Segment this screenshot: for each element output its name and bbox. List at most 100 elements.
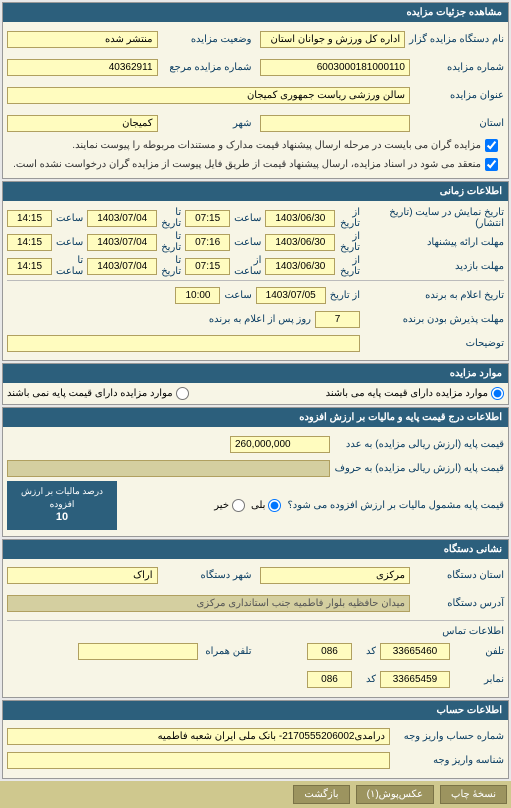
ref-no-input[interactable] bbox=[7, 59, 158, 76]
from-date-lbl-4: از تاریخ bbox=[330, 290, 360, 301]
org-label: نام دستگاه مزایده گزار bbox=[409, 34, 504, 45]
org-address-input[interactable] bbox=[7, 595, 410, 612]
mobile-label: تلفن همراه bbox=[202, 646, 252, 657]
auction-details-header: مشاهده جزئیات مزایده bbox=[3, 3, 508, 22]
to-date-lbl-1: تا تاریخ bbox=[161, 207, 181, 229]
base-price-no-text: موارد مزایده دارای قیمت پایه نمی باشند bbox=[7, 388, 173, 399]
hour-lbl-3: ساعت bbox=[234, 237, 261, 248]
submit-from-time[interactable] bbox=[185, 234, 230, 251]
base-price-yes-option[interactable]: موارد مزایده دارای قیمت پایه می باشند bbox=[326, 387, 504, 400]
vat-yes-text: بلی bbox=[251, 500, 265, 511]
hour-lbl-1: ساعت bbox=[234, 213, 261, 224]
to-date-lbl-3: تا تاریخ bbox=[161, 255, 181, 277]
acc-no-input[interactable] bbox=[7, 728, 390, 745]
vat-no-radio[interactable] bbox=[232, 499, 245, 512]
org-address-panel: نشانی دستگاه استان دستگاه شهر دستگاه آدر… bbox=[2, 539, 509, 698]
base-num-label: قیمت پایه (ارزش ریالی مزایده) به عدد bbox=[334, 439, 504, 450]
file-upload-text: منعقد می شود در اسناد مزایده، ارسال پیشن… bbox=[13, 159, 481, 170]
vat-no-option[interactable]: خیر bbox=[214, 499, 245, 512]
file-upload-checkbox[interactable] bbox=[485, 158, 498, 171]
status-label: وضعیت مزایده bbox=[162, 34, 252, 45]
base-price-no-radio[interactable] bbox=[176, 387, 189, 400]
sheba-input[interactable] bbox=[7, 752, 390, 769]
org-address-label: آدرس دستگاه bbox=[414, 598, 504, 609]
phone-code-input[interactable] bbox=[307, 643, 352, 660]
city-input[interactable] bbox=[7, 115, 158, 132]
base-price-words-input[interactable] bbox=[7, 460, 330, 477]
title-input[interactable] bbox=[7, 87, 410, 104]
announce-label: تاریخ اعلام به برنده bbox=[364, 290, 504, 301]
visit-from-time[interactable] bbox=[185, 258, 230, 275]
print-button[interactable]: نسخهٔ چاپ bbox=[440, 785, 507, 804]
publish-from-date[interactable] bbox=[265, 210, 335, 227]
publish-to-time[interactable] bbox=[7, 210, 52, 227]
screenshot-button[interactable]: عکس‌پوش(۱) bbox=[356, 785, 434, 804]
time-info-header: اطلاعات زمانی bbox=[3, 182, 508, 201]
base-words-label: قیمت پایه (ارزش ریالی مزایده) به حروف bbox=[334, 463, 504, 474]
attach-docs-checkbox[interactable] bbox=[485, 139, 498, 152]
title-label: عنوان مزایده bbox=[414, 90, 504, 101]
phone-input[interactable] bbox=[380, 643, 450, 660]
base-price-num-input[interactable] bbox=[230, 436, 330, 453]
submit-label: مهلت ارائه پیشنهاد bbox=[364, 237, 504, 248]
vat-yes-radio[interactable] bbox=[268, 499, 281, 512]
visit-to-time[interactable] bbox=[7, 258, 52, 275]
to-hour-lbl: تا ساعت bbox=[56, 255, 83, 277]
price-vat-panel: اطلاعات درج قیمت پایه و مالیات بر ارزش ا… bbox=[2, 407, 509, 537]
submit-from-date[interactable] bbox=[265, 234, 335, 251]
announce-time[interactable] bbox=[175, 287, 220, 304]
from-hour-lbl: از ساعت bbox=[234, 255, 261, 277]
fax-label: نمابر bbox=[454, 674, 504, 685]
base-price-no-option[interactable]: موارد مزایده دارای قیمت پایه نمی باشند bbox=[7, 387, 189, 400]
org-address-header: نشانی دستگاه bbox=[3, 540, 508, 559]
phone-label: تلفن bbox=[454, 646, 504, 657]
org-input[interactable] bbox=[260, 31, 406, 48]
mobile-input[interactable] bbox=[78, 643, 198, 660]
visit-from-date[interactable] bbox=[265, 258, 335, 275]
price-vat-header: اطلاعات درج قیمت پایه و مالیات بر ارزش ا… bbox=[3, 408, 508, 427]
notes-label: توضیحات bbox=[364, 338, 504, 349]
city-label: شهر bbox=[162, 118, 252, 129]
days-after-text: روز پس از اعلام به برنده bbox=[209, 314, 311, 325]
from-date-lbl-3: از تاریخ bbox=[339, 255, 360, 277]
vat-q-label: قیمت پایه مشمول مالیات بر ارزش افزوده می… bbox=[287, 500, 504, 511]
fax-code-label: کد bbox=[356, 674, 376, 685]
to-date-lbl-2: تا تاریخ bbox=[161, 231, 181, 253]
accept-days-input[interactable] bbox=[315, 311, 360, 328]
visit-label: مهلت بازدید bbox=[364, 261, 504, 272]
from-date-lbl-1: از تاریخ bbox=[339, 207, 360, 229]
items-panel: موارد مزایده موارد مزایده دارای قیمت پای… bbox=[2, 363, 509, 405]
province-label: استان bbox=[414, 118, 504, 129]
province-input[interactable] bbox=[260, 115, 411, 132]
publish-label: تاریخ نمایش در سایت (تاریخ انتشار) bbox=[364, 207, 504, 229]
hour-lbl-5: ساعت bbox=[224, 290, 251, 301]
time-info-panel: اطلاعات زمانی تاریخ نمایش در سایت (تاریخ… bbox=[2, 181, 509, 361]
account-header: اطلاعات حساب bbox=[3, 701, 508, 720]
submit-to-time[interactable] bbox=[7, 234, 52, 251]
sheba-label: شناسه واریز وجه bbox=[394, 755, 504, 766]
vat-percent-box: درصد مالیات بر ارزش افزوده 10 bbox=[7, 481, 117, 530]
from-date-lbl-2: از تاریخ bbox=[339, 231, 360, 253]
publish-from-time[interactable] bbox=[185, 210, 230, 227]
vat-yes-option[interactable]: بلی bbox=[251, 499, 281, 512]
acc-no-label: شماره حساب واریز وجه bbox=[394, 731, 504, 742]
status-input[interactable] bbox=[7, 31, 158, 48]
items-header: موارد مزایده bbox=[3, 364, 508, 383]
visit-to-date[interactable] bbox=[87, 258, 157, 275]
fax-code-input[interactable] bbox=[307, 671, 352, 688]
auction-no-input[interactable] bbox=[260, 59, 411, 76]
hour-lbl-2: ساعت bbox=[56, 213, 83, 224]
notes-input[interactable] bbox=[7, 335, 360, 352]
fax-input[interactable] bbox=[380, 671, 450, 688]
vat-percent-label: درصد مالیات بر ارزش افزوده bbox=[13, 485, 111, 510]
auction-details-panel: مشاهده جزئیات مزایده نام دستگاه مزایده گ… bbox=[2, 2, 509, 179]
submit-to-date[interactable] bbox=[87, 234, 157, 251]
accept-label: مهلت پذیرش بودن برنده bbox=[364, 314, 504, 325]
ref-no-label: شماره مزایده مرجع bbox=[162, 62, 252, 73]
publish-to-date[interactable] bbox=[87, 210, 157, 227]
contact-section-label: اطلاعات تماس bbox=[7, 624, 504, 639]
base-price-yes-radio[interactable] bbox=[491, 387, 504, 400]
announce-date[interactable] bbox=[256, 287, 326, 304]
back-button[interactable]: بازگشت bbox=[293, 785, 349, 804]
base-price-yes-text: موارد مزایده دارای قیمت پایه می باشند bbox=[326, 388, 488, 399]
